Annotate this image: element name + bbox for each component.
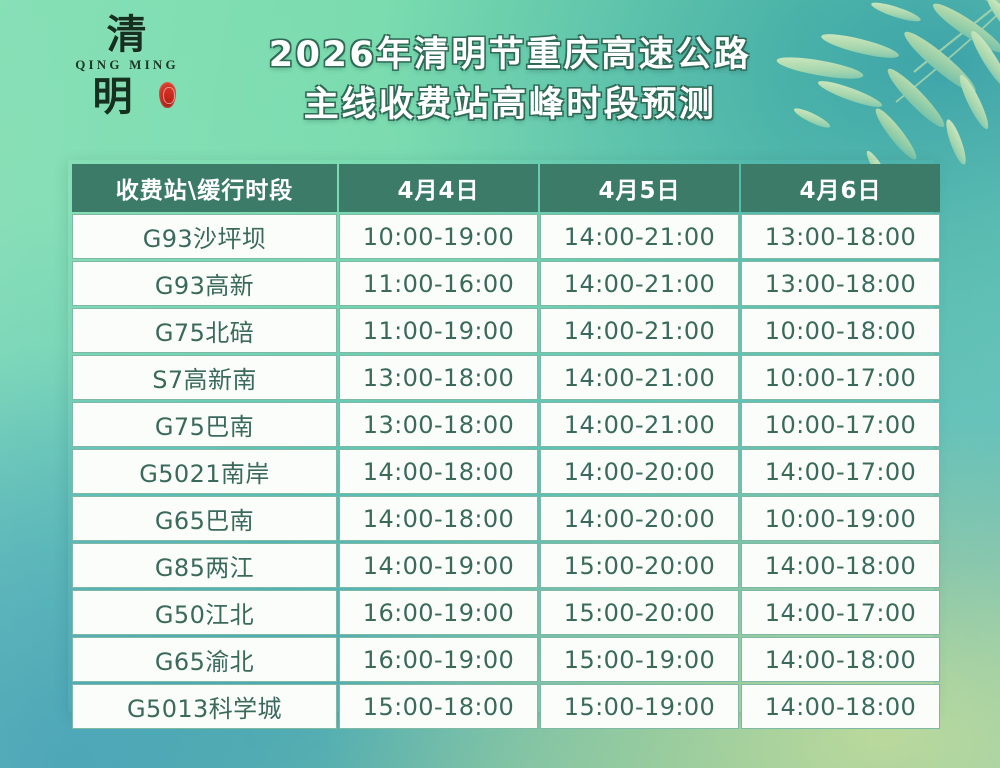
cell-apr4: 13:00-18:00 xyxy=(339,355,538,400)
table-row: G50江北 16:00-19:00 15:00-20:00 14:00-17:0… xyxy=(72,590,940,635)
forecast-table: 收费站\缓行时段 4月4日 4月5日 4月6日 G93沙坪坝 10:00-19:… xyxy=(70,162,942,731)
cell-apr4: 11:00-19:00 xyxy=(339,308,538,353)
cell-apr6: 14:00-17:00 xyxy=(741,590,940,635)
logo-bottom-row: 明 xyxy=(62,74,192,120)
cell-apr4: 16:00-19:00 xyxy=(339,590,538,635)
cell-station: G50江北 xyxy=(72,590,337,635)
cell-apr6: 13:00-18:00 xyxy=(741,214,940,259)
title-line-1: 2026年清明节重庆高速公路 xyxy=(268,35,752,75)
table-row: G75巴南 13:00-18:00 14:00-21:00 10:00-17:0… xyxy=(72,402,940,447)
cell-apr5: 14:00-21:00 xyxy=(540,214,739,259)
table-row: G65巴南 14:00-18:00 14:00-20:00 10:00-19:0… xyxy=(72,496,940,541)
cell-apr5: 15:00-19:00 xyxy=(540,637,739,682)
cell-station: G5013科学城 xyxy=(72,684,337,729)
cell-apr4: 15:00-18:00 xyxy=(339,684,538,729)
logo-pinyin: QING MING xyxy=(75,57,179,72)
cell-apr6: 14:00-18:00 xyxy=(741,543,940,588)
cell-apr6: 10:00-19:00 xyxy=(741,496,940,541)
cell-apr6: 14:00-18:00 xyxy=(741,637,940,682)
cell-apr6: 14:00-17:00 xyxy=(741,449,940,494)
cell-apr5: 14:00-20:00 xyxy=(540,496,739,541)
cell-apr5: 15:00-20:00 xyxy=(540,590,739,635)
cell-apr6: 13:00-18:00 xyxy=(741,261,940,306)
table-row: G93沙坪坝 10:00-19:00 14:00-21:00 13:00-18:… xyxy=(72,214,940,259)
cell-apr5: 14:00-21:00 xyxy=(540,402,739,447)
cell-apr5: 14:00-21:00 xyxy=(540,308,739,353)
table-row: G65渝北 16:00-19:00 15:00-19:00 14:00-18:0… xyxy=(72,637,940,682)
cell-apr6: 10:00-18:00 xyxy=(741,308,940,353)
forecast-table-wrapper: 收费站\缓行时段 4月4日 4月5日 4月6日 G93沙坪坝 10:00-19:… xyxy=(70,162,940,731)
cell-station: G93高新 xyxy=(72,261,337,306)
cell-apr5: 15:00-19:00 xyxy=(540,684,739,729)
table-row: G85两江 14:00-19:00 15:00-20:00 14:00-18:0… xyxy=(72,543,940,588)
cell-apr4: 11:00-16:00 xyxy=(339,261,538,306)
header-apr-4: 4月4日 xyxy=(339,164,538,212)
table-header-row: 收费站\缓行时段 4月4日 4月5日 4月6日 xyxy=(72,164,940,212)
header-apr-5: 4月5日 xyxy=(540,164,739,212)
cell-station: S7高新南 xyxy=(72,355,337,400)
qingming-logo: 清 QING MING 明 xyxy=(62,14,192,144)
red-seal-stamp-icon xyxy=(159,82,176,108)
cell-station: G65巴南 xyxy=(72,496,337,541)
cell-station: G5021南岸 xyxy=(72,449,337,494)
header-station: 收费站\缓行时段 xyxy=(72,164,337,212)
table-row: S7高新南 13:00-18:00 14:00-21:00 10:00-17:0… xyxy=(72,355,940,400)
cell-station: G75巴南 xyxy=(72,402,337,447)
cell-apr5: 14:00-21:00 xyxy=(540,261,739,306)
table-row: G93高新 11:00-16:00 14:00-21:00 13:00-18:0… xyxy=(72,261,940,306)
cell-station: G93沙坪坝 xyxy=(72,214,337,259)
cell-station: G65渝北 xyxy=(72,637,337,682)
cell-apr4: 10:00-19:00 xyxy=(339,214,538,259)
cell-apr5: 14:00-20:00 xyxy=(540,449,739,494)
page-title: 2026年清明节重庆高速公路 主线收费站高峰时段预测 xyxy=(180,30,840,130)
cell-apr4: 14:00-18:00 xyxy=(339,496,538,541)
cell-apr4: 14:00-19:00 xyxy=(339,543,538,588)
title-line-2: 主线收费站高峰时段预测 xyxy=(303,85,717,125)
cell-apr6: 10:00-17:00 xyxy=(741,355,940,400)
logo-char-ming: 明 xyxy=(92,74,134,119)
cell-apr6: 14:00-18:00 xyxy=(741,684,940,729)
table-row: G75北碚 11:00-19:00 14:00-21:00 10:00-18:0… xyxy=(72,308,940,353)
table-row: G5013科学城 15:00-18:00 15:00-19:00 14:00-1… xyxy=(72,684,940,729)
cell-apr5: 14:00-21:00 xyxy=(540,355,739,400)
cell-station: G75北碚 xyxy=(72,308,337,353)
cell-apr4: 14:00-18:00 xyxy=(339,449,538,494)
header-apr-6: 4月6日 xyxy=(741,164,940,212)
cell-apr6: 10:00-17:00 xyxy=(741,402,940,447)
cell-apr4: 16:00-19:00 xyxy=(339,637,538,682)
cell-station: G85两江 xyxy=(72,543,337,588)
cell-apr4: 13:00-18:00 xyxy=(339,402,538,447)
logo-char-qing: 清 xyxy=(106,12,148,57)
table-row: G5021南岸 14:00-18:00 14:00-20:00 14:00-17… xyxy=(72,449,940,494)
cell-apr5: 15:00-20:00 xyxy=(540,543,739,588)
